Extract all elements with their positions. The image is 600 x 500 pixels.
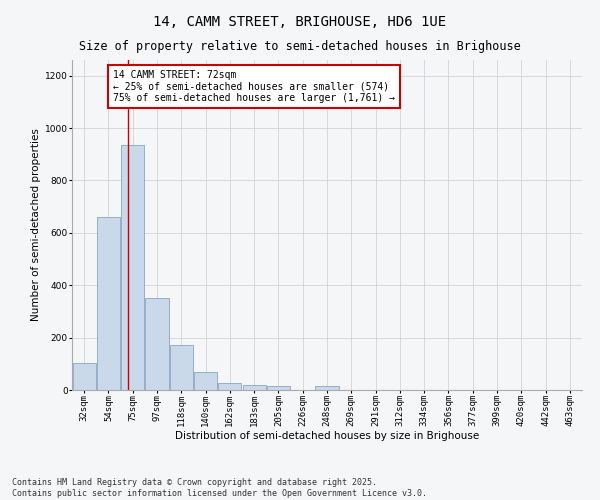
- Bar: [316, 386, 338, 390]
- Bar: [145, 298, 169, 390]
- X-axis label: Distribution of semi-detached houses by size in Brighouse: Distribution of semi-detached houses by …: [175, 430, 479, 440]
- Bar: [242, 385, 266, 390]
- Text: Contains HM Land Registry data © Crown copyright and database right 2025.
Contai: Contains HM Land Registry data © Crown c…: [12, 478, 427, 498]
- Text: 14 CAMM STREET: 72sqm
← 25% of semi-detached houses are smaller (574)
75% of sem: 14 CAMM STREET: 72sqm ← 25% of semi-deta…: [113, 70, 395, 103]
- Bar: [170, 346, 193, 390]
- Bar: [194, 372, 217, 390]
- Y-axis label: Number of semi-detached properties: Number of semi-detached properties: [31, 128, 41, 322]
- Text: Size of property relative to semi-detached houses in Brighouse: Size of property relative to semi-detach…: [79, 40, 521, 53]
- Bar: [121, 145, 144, 390]
- Bar: [267, 386, 290, 390]
- Bar: [97, 217, 120, 390]
- Bar: [73, 362, 95, 390]
- Bar: [218, 384, 241, 390]
- Text: 14, CAMM STREET, BRIGHOUSE, HD6 1UE: 14, CAMM STREET, BRIGHOUSE, HD6 1UE: [154, 15, 446, 29]
